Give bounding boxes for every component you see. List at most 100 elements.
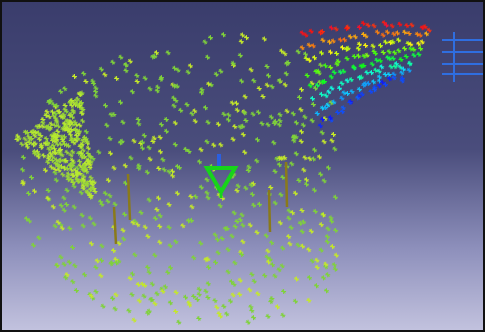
point (311, 43, 316, 48)
point (246, 320, 251, 325)
point (391, 32, 396, 37)
point (363, 43, 368, 48)
point (81, 223, 86, 228)
point (240, 223, 245, 228)
point (95, 258, 100, 263)
point (268, 185, 273, 190)
point (62, 208, 67, 213)
point (363, 34, 368, 39)
point (158, 213, 163, 218)
point (173, 309, 178, 314)
point (379, 64, 384, 69)
point (342, 90, 347, 95)
point (143, 225, 148, 230)
page: (() => { const g = document.getElementBy… (0, 0, 485, 332)
point (307, 58, 312, 63)
point (114, 76, 119, 81)
point (67, 260, 72, 265)
point (62, 86, 67, 91)
point (214, 72, 219, 77)
point (226, 117, 231, 122)
point (356, 54, 361, 59)
point (180, 223, 185, 228)
point (145, 170, 150, 175)
point (369, 70, 374, 75)
point (262, 273, 267, 278)
point (170, 173, 175, 178)
point (77, 159, 82, 164)
point (190, 111, 195, 116)
point (123, 163, 128, 168)
point (168, 243, 173, 248)
point (118, 55, 123, 60)
point (124, 68, 129, 73)
point (47, 114, 52, 119)
point (337, 86, 342, 91)
point (244, 35, 249, 40)
point (49, 165, 54, 170)
point (326, 226, 331, 231)
point (375, 30, 380, 35)
point (319, 248, 324, 253)
point (139, 210, 144, 215)
point (330, 244, 335, 249)
point (277, 122, 282, 127)
point (215, 237, 220, 242)
point (221, 112, 226, 117)
point (51, 204, 56, 209)
point (101, 304, 106, 309)
point (54, 263, 59, 268)
point (314, 283, 319, 288)
point (320, 38, 325, 43)
point (361, 21, 366, 26)
point (93, 265, 98, 270)
point (320, 130, 325, 135)
point (407, 61, 412, 66)
point (99, 244, 104, 249)
point (407, 68, 412, 73)
rod (114, 207, 116, 244)
point (300, 45, 305, 50)
point (231, 137, 236, 142)
point (206, 195, 211, 200)
point (241, 132, 246, 137)
point (281, 289, 286, 294)
point (270, 84, 275, 89)
point (319, 222, 324, 227)
point (226, 269, 231, 274)
point (46, 188, 51, 193)
point (243, 186, 248, 191)
point (321, 212, 326, 217)
point (283, 82, 288, 87)
point (196, 316, 201, 321)
point (325, 239, 330, 244)
point (240, 33, 245, 38)
point (372, 23, 377, 28)
point (205, 190, 210, 195)
point (96, 150, 101, 155)
point (233, 224, 238, 229)
point (303, 33, 308, 38)
point (72, 205, 77, 210)
point (277, 267, 282, 272)
point (272, 274, 277, 279)
point (332, 262, 337, 267)
point (307, 275, 312, 280)
point (174, 290, 179, 295)
point (130, 272, 135, 277)
point (41, 153, 46, 158)
point (43, 168, 48, 173)
point (294, 277, 299, 282)
point (216, 122, 221, 127)
point (81, 71, 86, 76)
point (285, 109, 290, 114)
point (340, 109, 345, 114)
point (290, 210, 295, 215)
compass-marker (207, 154, 235, 198)
point (130, 89, 135, 94)
point (396, 38, 401, 43)
point (293, 299, 298, 304)
point (385, 30, 390, 35)
point (70, 158, 75, 163)
point (348, 34, 353, 39)
